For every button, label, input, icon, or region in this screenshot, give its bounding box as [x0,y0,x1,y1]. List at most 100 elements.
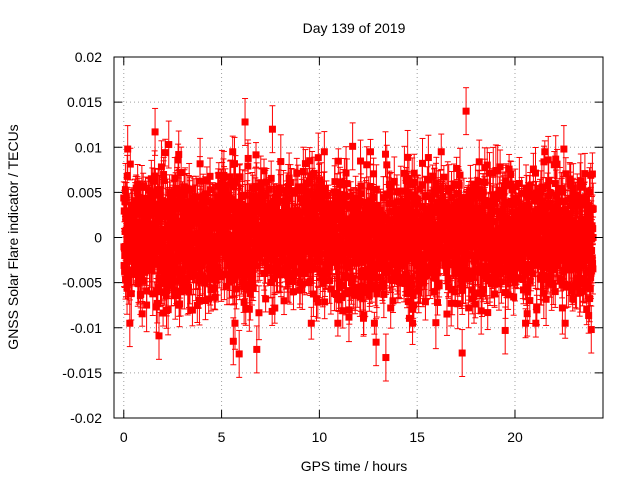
data-point [306,157,314,165]
data-point [137,290,145,298]
data-point [289,262,297,270]
data-point [301,270,309,278]
data-point [257,249,265,257]
data-point [206,172,214,180]
data-point [160,176,168,184]
data-point [309,265,317,273]
data-point [207,286,215,294]
data-point [249,284,257,292]
data-point [123,284,131,292]
data-point [156,201,164,209]
data-point [298,208,306,216]
data-point [267,174,275,182]
series-gnss-solar-flare-indicator [120,87,597,382]
data-point [293,169,301,177]
data-point [121,186,129,194]
data-point [236,173,244,181]
data-point [240,298,248,306]
data-point [267,279,275,287]
data-point [173,184,181,192]
data-point [314,298,322,306]
data-point [289,278,297,286]
data-point [159,197,167,205]
data-point [151,250,159,258]
data-point [169,255,177,263]
data-point [228,196,236,204]
data-point [160,206,168,214]
data-point [223,282,231,290]
data-point [192,193,200,201]
data-point [239,208,247,216]
data-point [299,167,307,175]
data-point [125,278,133,286]
data-point [320,148,328,156]
data-point [231,319,239,327]
data-point [205,198,213,206]
data-point [245,206,253,214]
data-point [153,287,161,295]
data-point [231,177,239,185]
data-point [296,286,304,294]
data-point [241,281,249,289]
data-point [312,194,320,202]
data-point [164,306,172,314]
data-point [169,273,177,281]
data-point [262,295,270,303]
data-point [230,160,238,168]
data-point [177,287,185,295]
data-point [245,305,253,313]
data-point [171,174,179,182]
data-point [300,264,308,272]
data-point [154,257,162,265]
data-point [136,195,144,203]
data-point [244,154,252,162]
data-point [123,172,131,180]
data-point [143,202,151,210]
data-point [307,319,315,327]
data-point [174,156,182,164]
data-point [280,297,288,305]
data-point [321,298,329,306]
data-point [294,183,302,191]
data-point [147,210,155,218]
data-point [310,169,318,177]
data-point [147,266,155,274]
data-point [184,208,192,216]
data-point [242,304,250,312]
data-point [154,283,162,291]
data-point [181,275,189,283]
data-point [280,247,288,255]
data-point [274,261,282,269]
data-point [206,186,214,194]
data-point [177,169,185,177]
data-point [196,160,204,168]
data-point [309,290,317,298]
data-point [229,267,237,275]
data-point [209,233,217,241]
data-point [165,244,173,252]
data-point [321,185,329,193]
data-point [313,295,321,303]
data-point [214,263,222,271]
data-point [176,300,184,308]
data-point [314,154,322,162]
data-point [249,192,257,200]
data-point [157,163,165,171]
data-point [246,203,254,211]
data-point [201,279,209,287]
data-point [161,280,169,288]
data-point [277,158,285,166]
data-point [257,189,265,197]
data-point [126,319,134,327]
data-point [222,186,230,194]
data-point [130,268,138,276]
data-point [230,182,238,190]
data-point [212,276,220,284]
data-point [126,160,134,168]
data-point [161,149,169,157]
data-point [316,268,324,276]
data-point [175,151,183,159]
data-point [138,310,146,318]
data-point [153,299,161,307]
data-point [132,261,140,269]
